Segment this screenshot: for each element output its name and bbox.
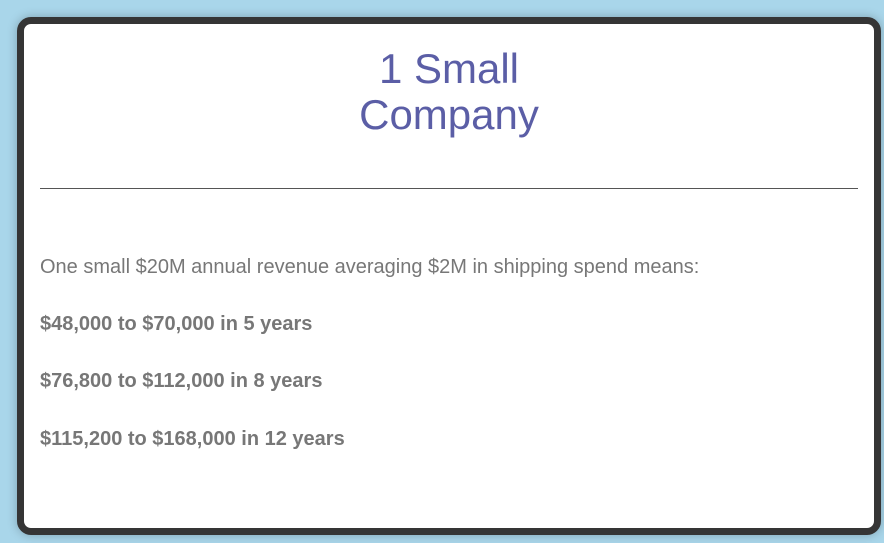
savings-line: $76,800 to $112,000 in 8 years — [40, 370, 323, 392]
intro-text: One small $20M annual revenue averaging … — [40, 256, 700, 278]
title-line-1: 1 Small — [378, 45, 520, 92]
info-card: 1 Small Company One small $20M annual re… — [17, 17, 881, 535]
savings-line: $48,000 to $70,000 in 5 years — [40, 313, 313, 335]
title-line-2: Company — [359, 91, 539, 138]
card-title: 1 Small Company — [24, 46, 874, 138]
savings-line: $115,200 to $168,000 in 12 years — [40, 428, 345, 450]
divider — [40, 188, 858, 189]
